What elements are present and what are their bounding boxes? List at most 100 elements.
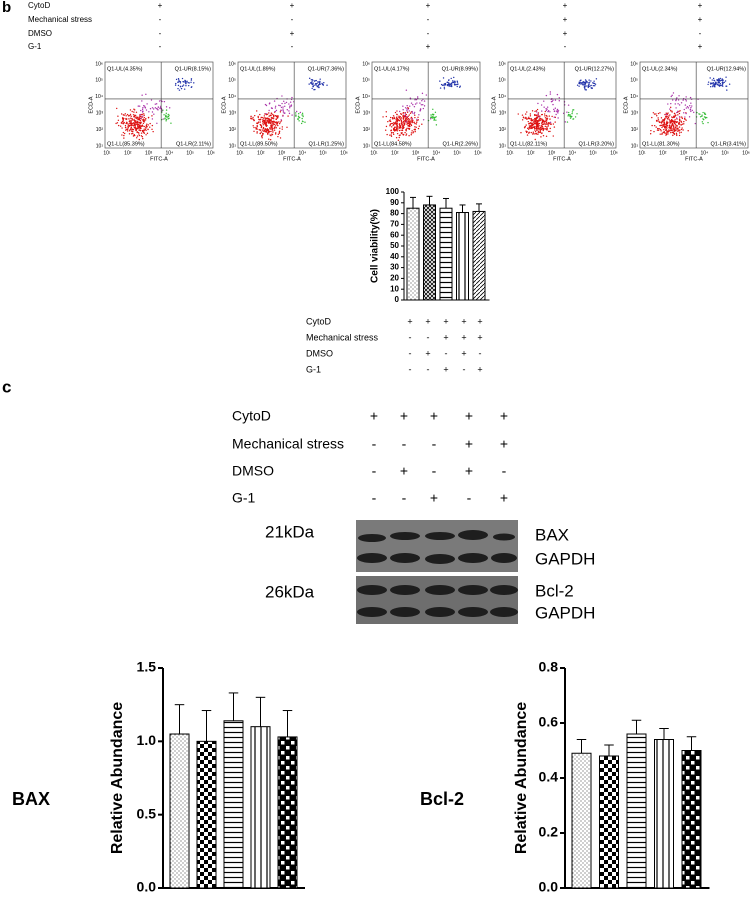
event-dot: [543, 120, 546, 123]
event-dot: [120, 113, 123, 115]
event-dot: [154, 103, 157, 105]
event-dot: [544, 123, 546, 125]
event-dot: [133, 108, 135, 110]
event-dot: [406, 111, 409, 113]
event-dot: [277, 115, 279, 117]
blot-label: Bcl-2: [535, 581, 574, 600]
event-dot: [680, 120, 682, 122]
event-dot: [541, 132, 543, 135]
event-dot: [669, 128, 671, 130]
event-dot: [389, 120, 392, 123]
event-dot: [319, 80, 321, 83]
event-dot: [542, 135, 545, 137]
flow-tick-label: 10⁴: [299, 150, 307, 156]
event-dot: [401, 128, 404, 130]
event-dot: [268, 138, 270, 140]
event-dot: [143, 116, 146, 119]
event-dot: [658, 121, 661, 124]
event-dot: [115, 122, 117, 125]
event-dot: [555, 113, 557, 116]
event-dot: [537, 130, 540, 133]
event-dot: [260, 131, 263, 133]
event-dot: [693, 111, 695, 114]
event-dot: [663, 121, 666, 123]
event-dot: [394, 111, 397, 114]
y-tick-label: 0.0: [137, 879, 157, 895]
event-dot: [390, 129, 393, 131]
event-dot: [271, 107, 273, 109]
condition-sign: -: [564, 42, 567, 51]
event-dot: [400, 118, 402, 121]
event-dot: [262, 130, 265, 132]
event-dot: [659, 112, 661, 114]
event-dot: [139, 129, 142, 132]
event-dot: [414, 116, 416, 119]
event-dot: [721, 84, 723, 87]
event-dot: [135, 120, 137, 122]
event-dot: [162, 118, 164, 120]
event-dot: [143, 121, 146, 123]
event-dot: [126, 113, 129, 116]
event-dot: [283, 112, 285, 114]
event-dot: [124, 113, 126, 115]
event-dot: [411, 117, 414, 120]
event-dot: [263, 128, 265, 130]
event-dot: [121, 117, 124, 120]
condition-sign: +: [563, 1, 568, 10]
event-dot: [660, 121, 662, 123]
event-dot: [256, 128, 258, 130]
event-dot: [672, 92, 675, 94]
condition-sign: +: [500, 490, 508, 506]
event-dot: [566, 121, 569, 123]
event-dot: [315, 84, 317, 86]
event-dot: [395, 122, 397, 124]
condition-sign: +: [430, 490, 438, 506]
event-dot: [326, 84, 328, 86]
event-dot: [553, 116, 556, 118]
event-dot: [544, 110, 547, 113]
event-dot: [666, 125, 669, 127]
event-dot: [301, 120, 304, 122]
event-dot: [149, 122, 151, 125]
event-dot: [269, 138, 272, 141]
event-dot: [417, 119, 420, 121]
event-dot: [138, 129, 140, 131]
event-dot: [431, 117, 434, 119]
event-dot: [584, 86, 586, 89]
condition-sign: +: [698, 42, 703, 51]
event-dot: [393, 117, 396, 120]
event-dot: [398, 120, 401, 122]
event-dot: [391, 116, 394, 119]
event-dot: [702, 118, 705, 121]
event-dot: [129, 109, 132, 111]
event-dot: [718, 85, 721, 87]
event-dot: [278, 104, 280, 107]
event-dot: [402, 114, 404, 116]
event-dot: [433, 116, 435, 118]
event-dot: [691, 105, 693, 107]
event-dot: [157, 106, 160, 108]
event-dot: [279, 111, 282, 113]
condition-sign: -: [409, 332, 412, 342]
event-dot: [687, 130, 689, 132]
event-dot: [674, 128, 676, 131]
event-dot: [147, 128, 149, 131]
event-dot: [124, 124, 127, 127]
event-dot: [530, 127, 532, 130]
quadrant-label: Q1-LL(85.39%): [107, 141, 145, 147]
event-dot: [534, 138, 536, 141]
condition-name: DMSO: [306, 348, 333, 358]
condition-sign: +: [461, 332, 466, 342]
event-dot: [396, 110, 398, 112]
event-dot: [270, 127, 272, 129]
event-dot: [594, 85, 596, 87]
y-tick-label: 100: [386, 187, 400, 196]
event-dot: [716, 79, 719, 82]
event-dot: [278, 131, 281, 133]
event-dot: [134, 121, 136, 123]
event-dot: [544, 128, 546, 130]
event-dot: [280, 109, 282, 112]
event-dot: [312, 85, 314, 88]
event-dot: [457, 83, 459, 85]
